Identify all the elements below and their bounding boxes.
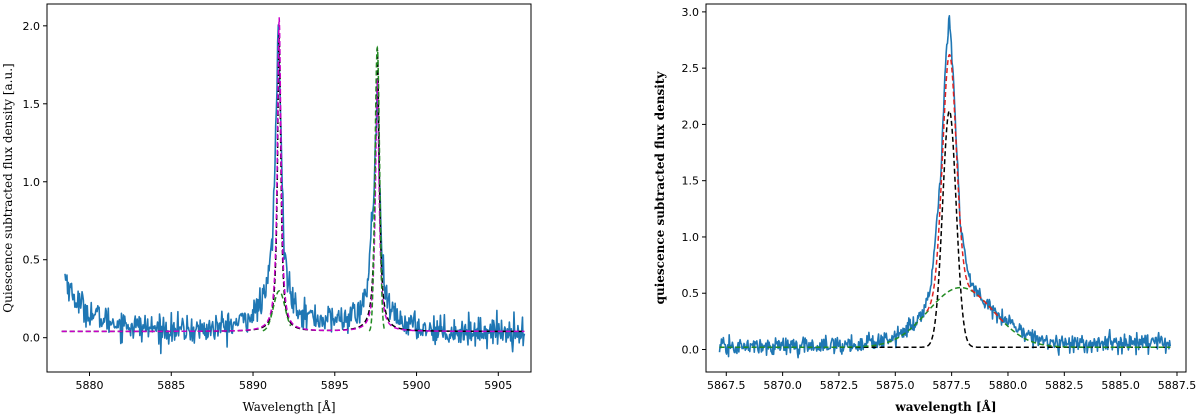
right-spectrum-panel: 5867.5 5870.0 5872.5 5875.0 5877.5 5880.0 5882… [653, 3, 1197, 414]
left-series-3-peak-0 [262, 290, 292, 332]
right-x-axis-label: wavelength [Å] [894, 399, 996, 414]
left-x-tick-label-1: 5885 [157, 379, 185, 392]
right-y-tick-label-4: 2.0 [682, 118, 700, 131]
right-y-tick-label-3: 1.5 [682, 175, 700, 188]
right-x-tick-label-3: 5875.0 [876, 379, 915, 392]
left-series-2-line [61, 17, 525, 333]
right-y-tick-label-1: 0.5 [682, 287, 700, 300]
left-axes-frame [46, 3, 532, 373]
right-x-tick-label-5: 5880.0 [989, 379, 1028, 392]
right-series-3-line [926, 53, 1005, 323]
left-y-tick-label-2: 1.0 [23, 176, 41, 189]
left-x-tick-label-0: 5880 [76, 379, 104, 392]
right-y-tick-label-2: 1.0 [682, 231, 700, 244]
left-x-tick-label-2: 5890 [239, 379, 267, 392]
left-series-0-line [64, 24, 526, 355]
left-x-tick-label-5: 5905 [484, 379, 512, 392]
left-spectrum-panel: 5880 5885 5890 5895 5900 5905 0.0 0.5 1.0 1.5 2.0 W… [1, 3, 532, 414]
right-x-tick-label-2: 5872.5 [820, 379, 859, 392]
right-plot-area [718, 14, 1172, 359]
left-y-tick-label-4: 2.0 [23, 20, 41, 33]
right-y-axis-label: quiescence subtracted flux density [653, 71, 667, 305]
left-y-tick-label-0: 0.0 [23, 332, 41, 345]
right-x-tick-label-1: 5870.0 [763, 379, 802, 392]
left-y-tick-label-3: 1.5 [23, 98, 41, 111]
left-plot-area [61, 17, 526, 355]
left-x-tick-label-4: 5900 [403, 379, 431, 392]
right-axes-frame [705, 3, 1187, 373]
right-x-tick-label-4: 5877.5 [932, 379, 971, 392]
left-series-3-peak-1 [368, 45, 386, 332]
left-y-axis-label: Quiescence subtracted flux density [a.u.… [1, 63, 15, 312]
right-x-tick-label-7: 5885.0 [1101, 379, 1140, 392]
left-x-axis-label: Wavelength [Å] [242, 399, 335, 414]
right-x-tick-label-0: 5867.5 [707, 379, 746, 392]
right-series-1-line [719, 110, 1171, 348]
left-y-tick-label-1: 0.5 [23, 254, 41, 267]
right-series-2-line [719, 286, 1171, 348]
right-series-0-line [718, 14, 1172, 359]
left-x-tick-label-3: 5895 [321, 379, 349, 392]
right-y-tick-label-0: 0.0 [682, 343, 700, 356]
right-x-tick-label-8: 5887.5 [1158, 379, 1197, 392]
right-y-tick-label-6: 3.0 [682, 6, 700, 19]
right-y-tick-label-5: 2.5 [682, 62, 700, 75]
left-series-1-line [61, 34, 525, 333]
right-x-tick-label-6: 5882.5 [1045, 379, 1084, 392]
